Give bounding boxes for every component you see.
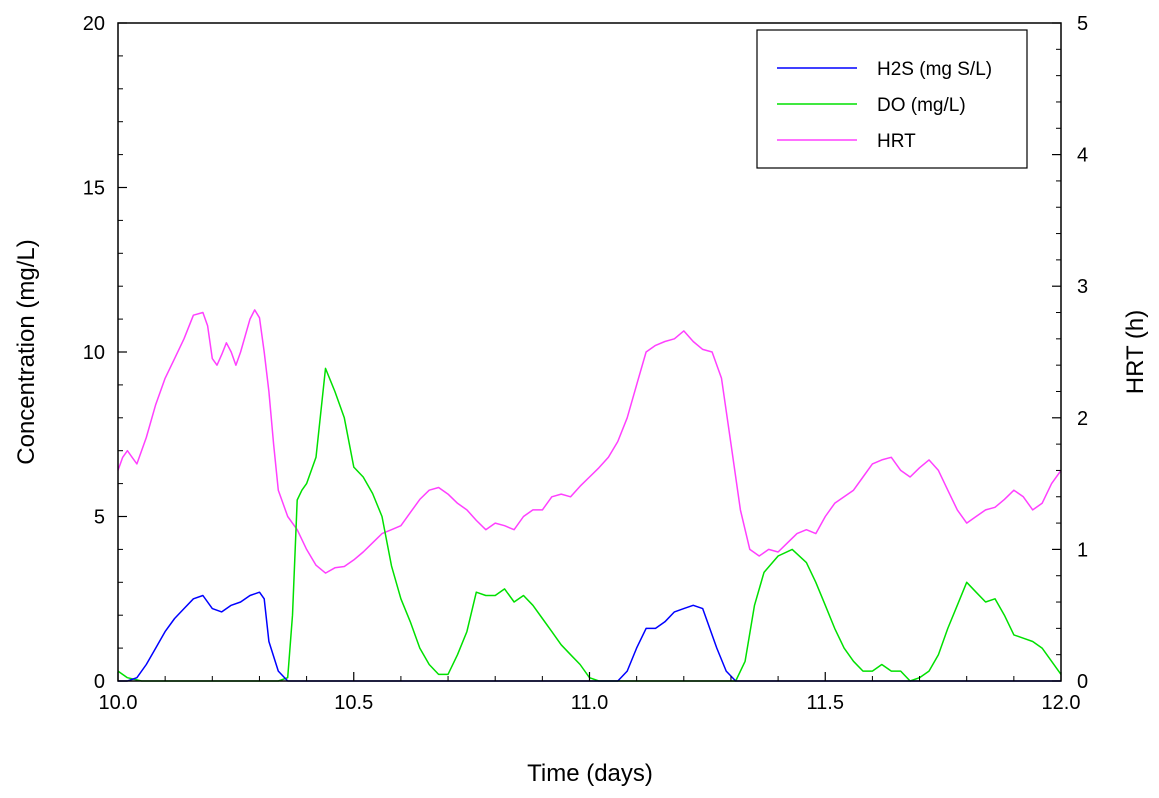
series-layer — [117, 309, 1062, 682]
y2-tick-label: 2 — [1077, 408, 1088, 430]
y2-tick-label: 3 — [1077, 276, 1088, 298]
legend-label-h2s: H2S (mg S/L) — [877, 59, 992, 80]
x-tick-label: 10.5 — [334, 692, 373, 714]
y-tick-label: 0 — [94, 671, 105, 693]
legend-label-hrt: HRT — [877, 131, 916, 152]
x-tick-labels: 10.0 10.5 11.0 11.5 12.0 — [99, 692, 1081, 714]
legend-label-do: DO (mg/L) — [877, 95, 966, 116]
legend: H2S (mg S/L) DO (mg/L) HRT — [756, 29, 1028, 169]
y2-tick-label: 4 — [1077, 145, 1088, 167]
y-tick-label: 5 — [94, 507, 105, 529]
x-tick-label: 11.5 — [807, 692, 844, 714]
y-axis-title: Concentration (mg/L) — [13, 239, 40, 464]
legend-box — [756, 29, 1028, 169]
ticks-layer — [117, 22, 1062, 682]
y2-tick-label: 5 — [1077, 13, 1088, 35]
x-tick-label: 12.0 — [1042, 692, 1081, 714]
x-axis-title: Time (days) — [527, 760, 653, 787]
series-line-h2s — [118, 591, 1061, 682]
y-tick-label: 20 — [83, 13, 105, 35]
x-tick-label: 11.0 — [571, 692, 608, 714]
y-tick-label: 15 — [83, 178, 105, 200]
y-tick-labels: 0 5 10 15 20 — [83, 13, 105, 693]
series-line-do — [117, 367, 1062, 682]
y2-axis-title: HRT (h) — [1122, 310, 1149, 394]
series-line-hrt — [117, 309, 1062, 574]
x-tick-label: 10.0 — [99, 692, 138, 714]
y-tick-label: 10 — [83, 342, 105, 364]
y2-tick-label: 1 — [1077, 539, 1088, 561]
y2-tick-labels: 0 1 2 3 4 5 — [1077, 13, 1088, 693]
y2-tick-label: 0 — [1077, 671, 1088, 693]
